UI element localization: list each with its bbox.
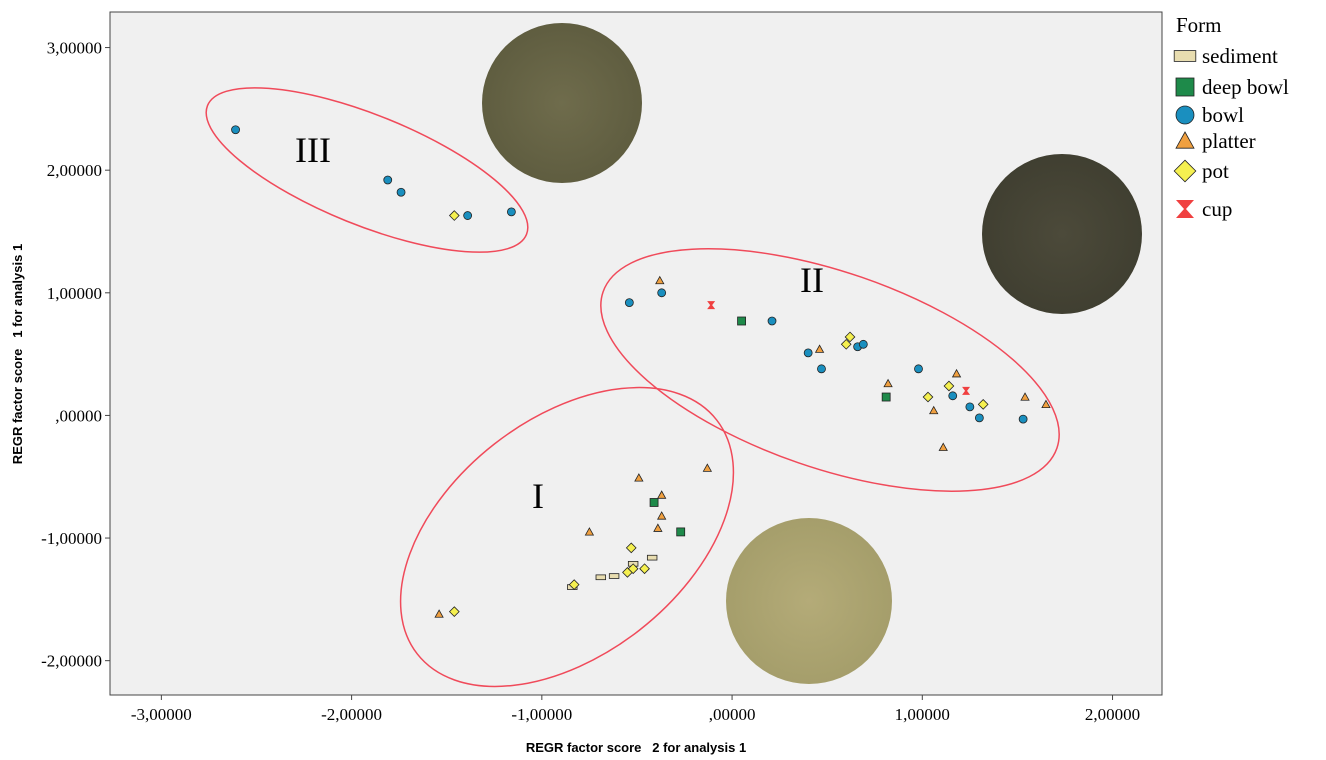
point bbox=[1019, 415, 1027, 423]
y-axis-title: REGR factor score 1 for analysis 1 bbox=[10, 244, 25, 464]
point bbox=[596, 575, 606, 580]
point bbox=[966, 403, 974, 411]
point bbox=[650, 498, 658, 506]
legend-label: sediment bbox=[1202, 44, 1278, 68]
point bbox=[949, 392, 957, 400]
legend-marker bbox=[1174, 51, 1196, 62]
y-tick-label: 3,00000 bbox=[47, 39, 102, 58]
y-tick-label: -2,00000 bbox=[41, 652, 102, 671]
cluster-label: I bbox=[532, 476, 544, 516]
legend-marker bbox=[1176, 106, 1194, 124]
point bbox=[658, 289, 666, 297]
chart: REGR factor score 2 for analysis 1 REGR … bbox=[0, 0, 1326, 760]
x-axis-title: REGR factor score 2 for analysis 1 bbox=[526, 740, 746, 755]
cluster-label: III bbox=[295, 130, 331, 170]
sample-photo bbox=[726, 518, 892, 684]
y-tick-label: 2,00000 bbox=[47, 161, 102, 180]
x-tick-label: -3,00000 bbox=[131, 705, 192, 724]
point bbox=[397, 188, 405, 196]
point bbox=[914, 365, 922, 373]
x-tick-label: 2,00000 bbox=[1085, 705, 1140, 724]
point bbox=[768, 317, 776, 325]
x-tick-label: -1,00000 bbox=[511, 705, 572, 724]
point bbox=[677, 528, 685, 536]
point bbox=[384, 176, 392, 184]
point bbox=[817, 365, 825, 373]
legend-label: platter bbox=[1202, 129, 1256, 153]
y-tick-label: 1,00000 bbox=[47, 284, 102, 303]
sample-photo bbox=[482, 23, 642, 183]
legend-label: deep bowl bbox=[1202, 75, 1289, 99]
legend-marker bbox=[1176, 200, 1194, 218]
x-tick-label: ,00000 bbox=[709, 705, 756, 724]
point bbox=[882, 393, 890, 401]
x-tick-label: 1,00000 bbox=[895, 705, 950, 724]
sample-photo bbox=[982, 154, 1142, 314]
legend-label: bowl bbox=[1202, 103, 1244, 127]
legend-label: cup bbox=[1202, 197, 1232, 221]
point bbox=[859, 340, 867, 348]
legend-title: Form bbox=[1176, 13, 1222, 37]
point bbox=[232, 126, 240, 134]
y-tick-label: -1,00000 bbox=[41, 529, 102, 548]
point bbox=[609, 574, 619, 579]
point bbox=[738, 317, 746, 325]
point bbox=[464, 212, 472, 220]
cluster-label: II bbox=[800, 260, 824, 300]
point bbox=[507, 208, 515, 216]
legend-marker bbox=[1176, 132, 1194, 148]
point bbox=[975, 414, 983, 422]
legend-marker bbox=[1176, 78, 1194, 96]
point bbox=[804, 349, 812, 357]
point bbox=[625, 299, 633, 307]
y-tick-label: ,00000 bbox=[55, 406, 102, 425]
legend-marker bbox=[1174, 160, 1196, 182]
legend-label: pot bbox=[1202, 159, 1229, 183]
point bbox=[647, 555, 657, 560]
x-tick-label: -2,00000 bbox=[321, 705, 382, 724]
